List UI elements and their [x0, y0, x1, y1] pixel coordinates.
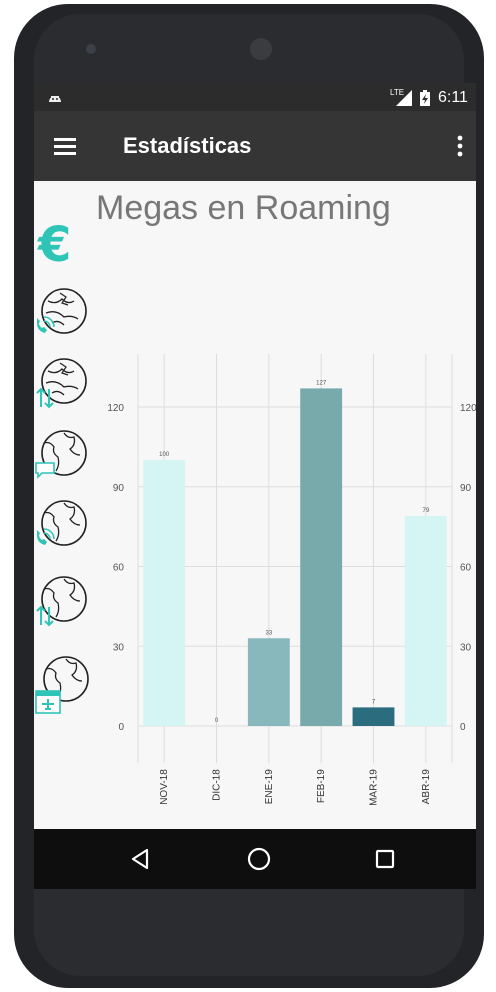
chart-title: Megas en Roaming	[96, 189, 391, 227]
chart-content: Megas en Roaming €	[34, 181, 476, 829]
y-tick-label-right: 120	[460, 403, 476, 414]
x-tick-label: NOV-18	[159, 769, 170, 805]
earpiece-speaker	[250, 38, 272, 60]
bar	[143, 460, 186, 726]
y-tick-label-right: 0	[460, 722, 466, 733]
status-bar: LTE 6:11	[34, 83, 476, 111]
y-tick-label-left: 0	[118, 722, 124, 733]
navigation-bar	[34, 829, 476, 889]
globe-travel-icon[interactable]	[34, 653, 94, 715]
y-tick-label-right: 60	[460, 563, 472, 574]
globe-call-icon[interactable]	[34, 497, 90, 553]
x-tick-label: MAR-19	[369, 769, 380, 806]
bar-data-label: 7	[372, 699, 376, 705]
app-bar: Estadísticas	[34, 111, 476, 181]
front-camera	[86, 44, 96, 54]
bar-data-label: 100	[159, 452, 170, 458]
globe-data-icon[interactable]	[34, 573, 90, 629]
globe-roaming-data-icon[interactable]	[34, 357, 90, 413]
screen: LTE 6:11 Estadísticas Megas en Roaming €	[34, 83, 476, 889]
overflow-menu-icon[interactable]	[456, 135, 464, 157]
y-tick-label-left: 60	[113, 563, 125, 574]
y-tick-label-left: 90	[113, 483, 125, 494]
bar-data-label: 79	[422, 508, 429, 514]
x-tick-label: ENE-19	[264, 769, 275, 804]
home-icon[interactable]	[247, 847, 271, 871]
bar-data-label: 33	[265, 630, 272, 636]
battery-charging-icon	[420, 90, 430, 106]
x-tick-label: DIC-18	[212, 769, 223, 801]
x-tick-label: FEB-19	[316, 769, 327, 803]
globe-roaming-call-icon[interactable]	[34, 287, 90, 343]
y-tick-label-right: 90	[460, 483, 472, 494]
euro-icon[interactable]: €	[38, 217, 72, 273]
y-tick-label-right: 30	[460, 642, 472, 653]
back-icon[interactable]	[130, 848, 150, 870]
globe-sms-icon[interactable]	[34, 427, 90, 483]
clock: 6:11	[438, 89, 468, 106]
signal-icon	[396, 90, 412, 106]
y-tick-label-left: 30	[113, 642, 125, 653]
x-tick-label: ABR-19	[421, 769, 432, 804]
menu-icon[interactable]	[54, 137, 76, 155]
network-type-label: LTE	[390, 88, 405, 97]
android-notification-icon	[49, 96, 61, 102]
chart-svg: 0 0 30 30 60 60 90 90 120 120 100 NOV-18 0 DIC-18 33 EN…	[107, 353, 476, 806]
y-tick-label-left: 120	[107, 403, 124, 414]
bar	[247, 638, 290, 726]
bar-data-label: 127	[316, 380, 327, 386]
bar	[352, 707, 395, 726]
page-title: Estadísticas	[123, 133, 252, 158]
bar-data-label: 0	[215, 718, 219, 724]
bar	[404, 515, 447, 726]
recents-icon[interactable]	[375, 849, 395, 869]
bar	[300, 388, 343, 726]
